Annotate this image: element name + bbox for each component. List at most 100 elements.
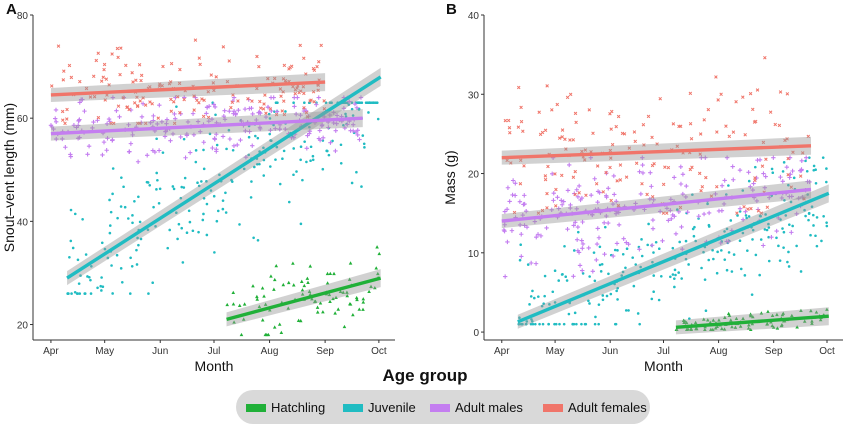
point (809, 309, 813, 313)
point (697, 171, 702, 176)
point (535, 232, 541, 237)
point (206, 115, 211, 120)
point (555, 102, 560, 107)
point (512, 210, 517, 215)
point (377, 251, 382, 256)
point (505, 239, 510, 245)
point (82, 108, 87, 114)
point (119, 205, 123, 208)
point (776, 215, 781, 221)
point (77, 135, 82, 140)
point (308, 125, 311, 129)
point (554, 187, 558, 192)
point (603, 225, 607, 229)
point (129, 256, 132, 260)
point (145, 153, 150, 158)
point (634, 263, 638, 266)
point (770, 313, 775, 318)
point (720, 249, 723, 252)
point (541, 322, 545, 326)
point (825, 221, 828, 224)
point (69, 208, 73, 212)
point (102, 67, 106, 72)
point (657, 298, 661, 302)
point (119, 267, 123, 270)
point (172, 121, 177, 126)
point (591, 131, 595, 136)
point (308, 264, 313, 268)
point (553, 301, 557, 304)
point (367, 111, 370, 114)
point (789, 230, 794, 235)
point (77, 100, 82, 105)
point (726, 311, 731, 316)
point (808, 156, 811, 159)
point (70, 292, 73, 295)
point (659, 274, 663, 278)
panel-a: A 20 40 60 80 Apr May Jun Jul Aug Sep Oct Month Snout… (1, 1, 395, 374)
point (765, 322, 769, 326)
point (763, 228, 767, 231)
point (601, 294, 605, 297)
point (94, 58, 99, 63)
point (768, 110, 773, 114)
point (787, 183, 790, 187)
point (588, 275, 591, 278)
point (743, 274, 747, 277)
point (231, 290, 236, 295)
point (108, 198, 111, 202)
y-tick-label: 20 (468, 170, 480, 181)
point (292, 101, 295, 104)
point (206, 118, 211, 124)
point (179, 196, 183, 200)
point (557, 136, 562, 140)
point (647, 196, 653, 202)
point (736, 214, 739, 217)
point (317, 60, 321, 64)
point (574, 206, 579, 212)
point (111, 192, 114, 196)
point (287, 67, 291, 71)
point (779, 323, 784, 328)
point (231, 302, 236, 306)
point (622, 132, 627, 136)
point (555, 195, 560, 200)
point (771, 171, 775, 175)
point (740, 217, 746, 222)
point (759, 311, 764, 315)
point (261, 107, 266, 111)
point (299, 158, 302, 162)
point (709, 327, 713, 331)
point (513, 181, 518, 186)
point (242, 167, 246, 171)
point (673, 268, 677, 272)
point (699, 189, 703, 193)
point (543, 128, 548, 133)
point (568, 138, 572, 142)
x-tick-label: May (95, 346, 114, 357)
point (687, 263, 690, 266)
point (71, 123, 77, 128)
point (76, 258, 80, 262)
point (252, 236, 255, 240)
point (553, 172, 557, 176)
point (553, 204, 558, 208)
point (529, 295, 533, 298)
point (227, 108, 232, 114)
point (351, 312, 355, 317)
point (746, 326, 751, 330)
point (646, 114, 651, 119)
point (775, 326, 780, 330)
point (243, 155, 249, 160)
point (352, 101, 358, 107)
point (74, 125, 79, 130)
legend-label: Hatchling (271, 400, 326, 415)
point (531, 320, 534, 323)
point (187, 150, 193, 155)
point (577, 191, 581, 195)
point (342, 123, 345, 127)
point (526, 263, 530, 266)
point (543, 274, 547, 278)
point (274, 101, 278, 104)
point (563, 244, 566, 248)
